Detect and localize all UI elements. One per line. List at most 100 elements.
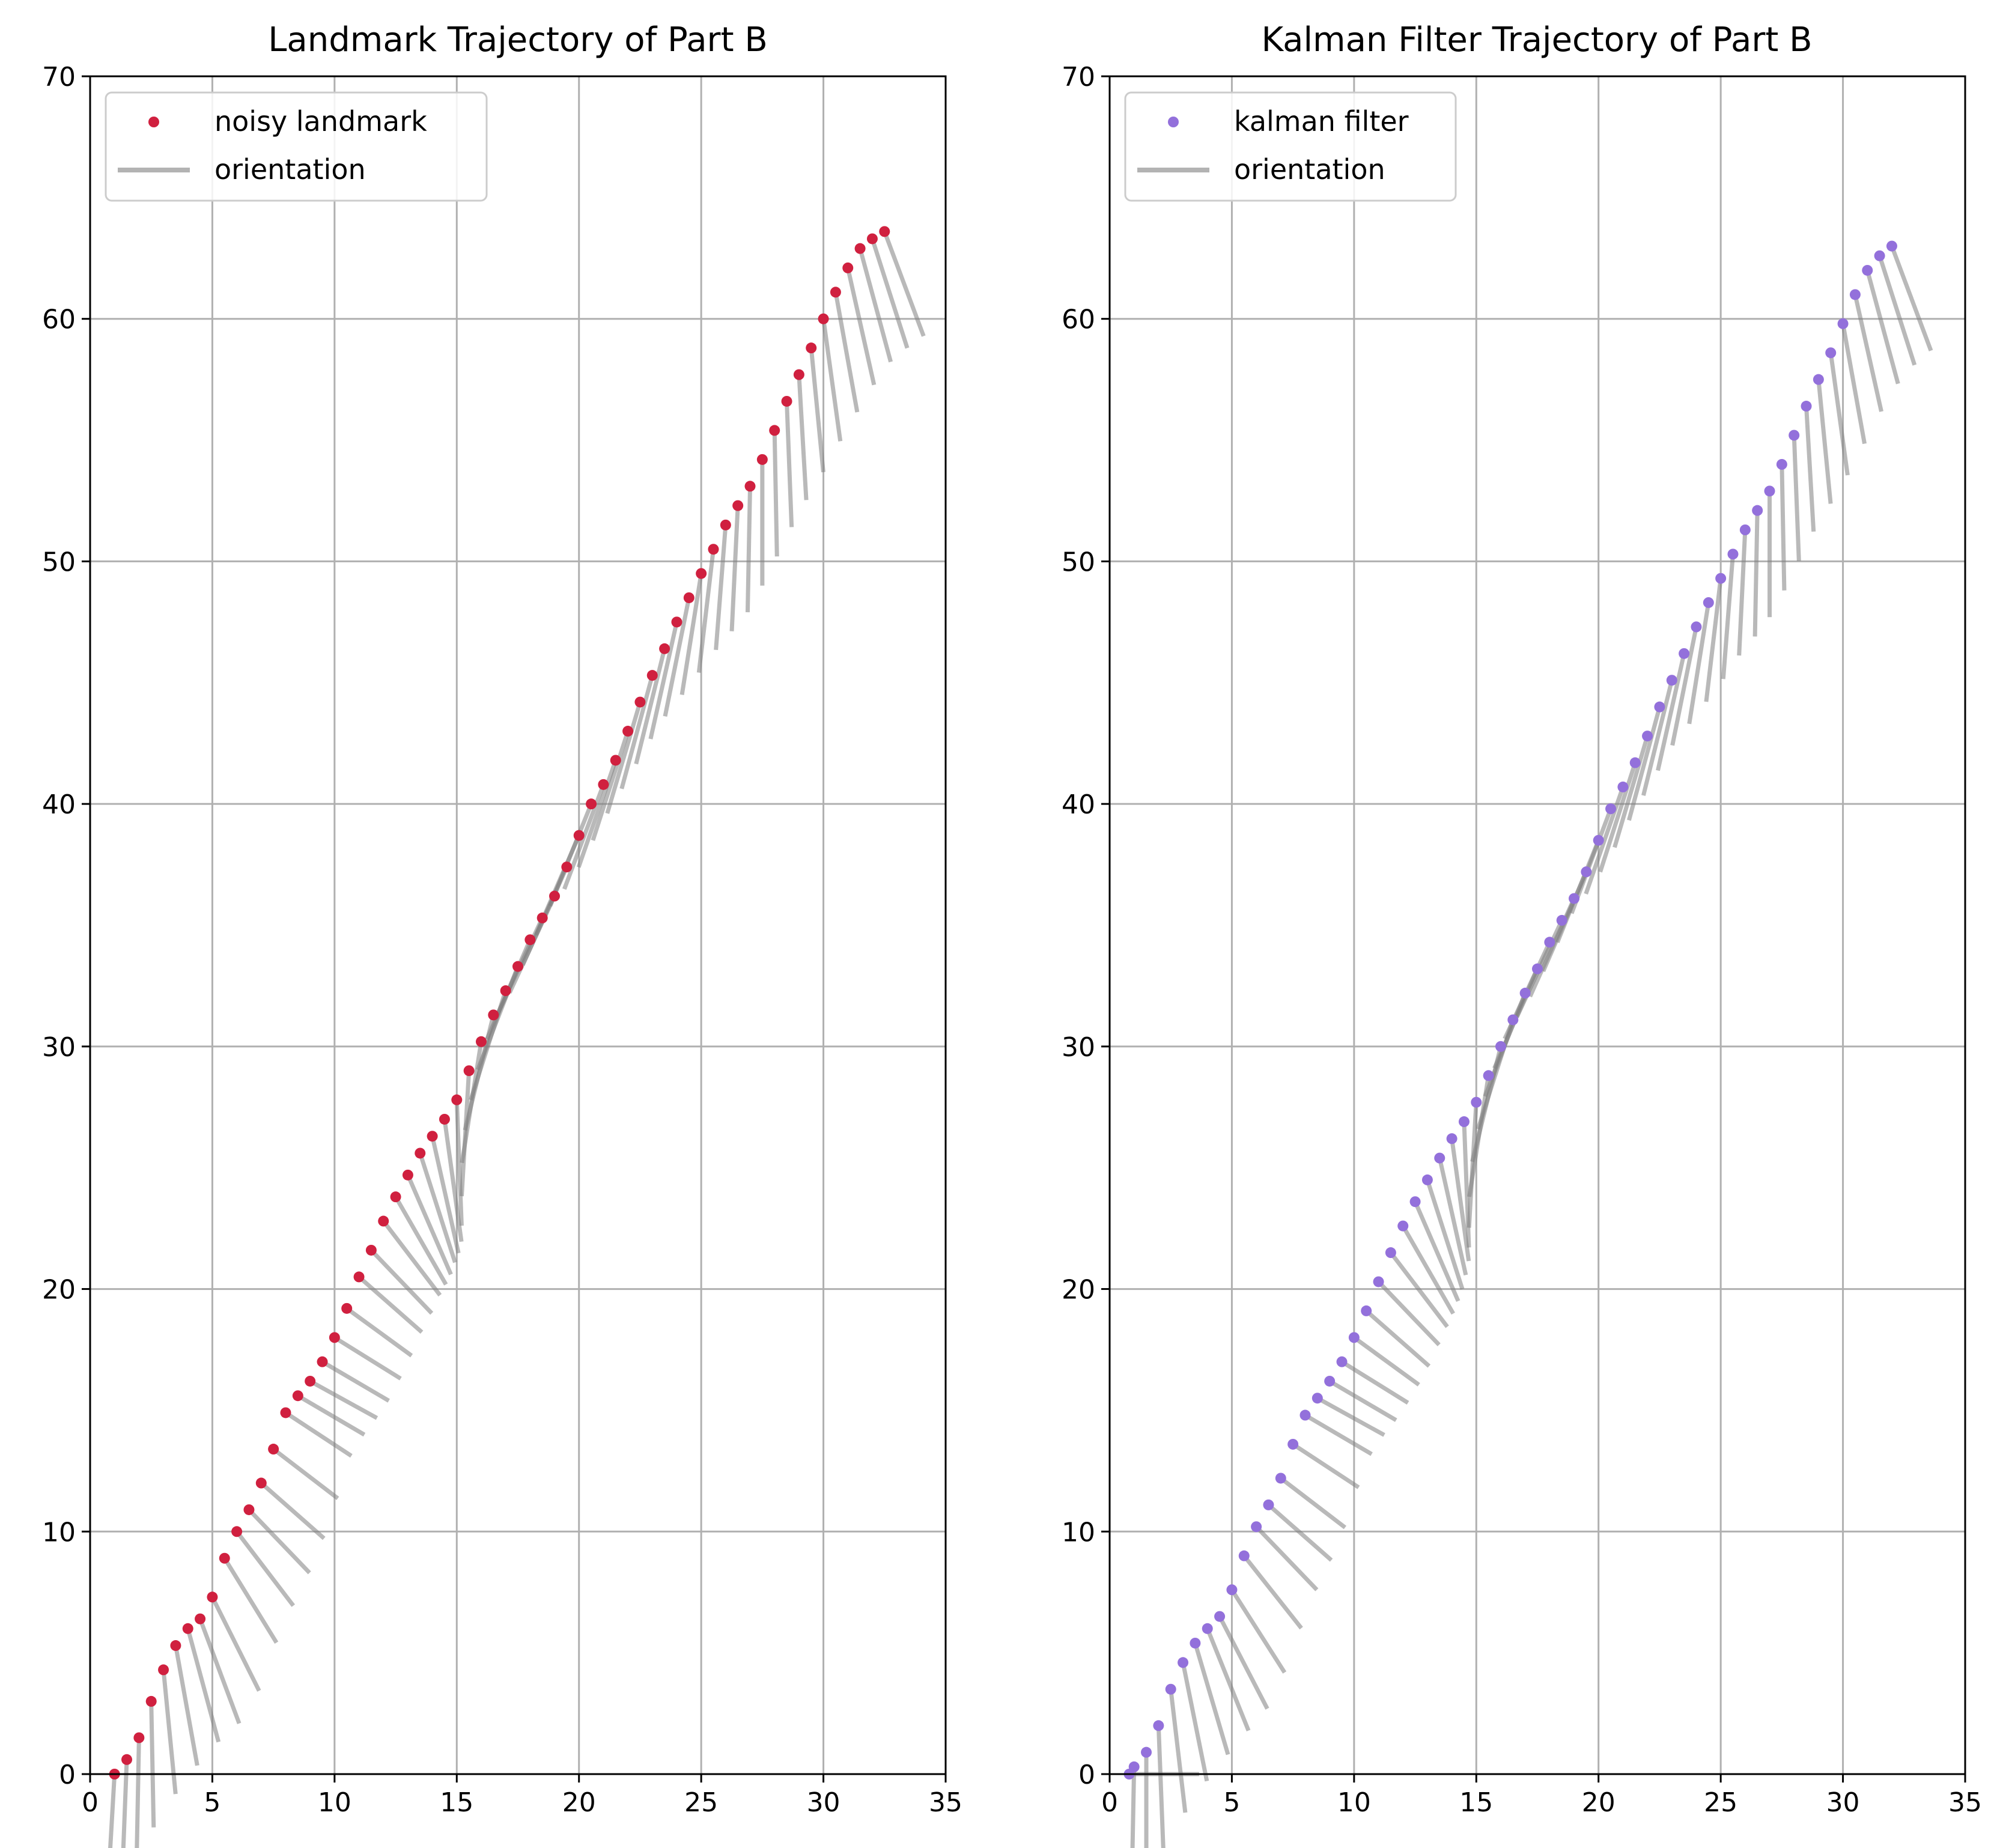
orientation-segment [1656, 653, 1686, 771]
orientation-segment [858, 248, 893, 363]
orientation-segment [284, 1411, 353, 1458]
orientation-segment [1853, 294, 1883, 412]
left-legend-box [105, 91, 488, 202]
trajectory-point [586, 798, 597, 810]
trajectory-point [402, 1169, 413, 1181]
right-chart-legend: kalman filter orientation [1124, 91, 1457, 202]
trajectory-point [659, 643, 670, 654]
orientation-segment [1413, 1200, 1461, 1302]
trajectory-point [243, 1504, 255, 1515]
trajectory-point [1421, 1174, 1433, 1185]
trajectory-point [1532, 963, 1543, 974]
x-tick-label: 5 [1223, 1787, 1240, 1818]
trajectory-point [1226, 1584, 1238, 1596]
right-chart-panel: Kalman Filter Trajectory of Part B 0 5 10 1… [1062, 20, 1982, 1848]
orientation-segment [1450, 1138, 1471, 1262]
trajectory-point [879, 226, 890, 237]
orientation-segment [1279, 1476, 1347, 1530]
trajectory-point [561, 862, 573, 873]
orientation-segment [1687, 602, 1711, 725]
x-tick-label: 0 [82, 1787, 99, 1818]
orientation-segment [870, 238, 910, 349]
orientation-segment [576, 759, 618, 868]
orientation-segment [1401, 1224, 1455, 1315]
trajectory-point [1813, 374, 1824, 385]
trajectory-point [353, 1271, 365, 1283]
orientation-segment [797, 374, 809, 500]
trajectory-point [1605, 803, 1617, 815]
right-chart-y-ticks: 0 10 20 30 40 50 60 70 [1062, 62, 1110, 1790]
trajectory-point [280, 1407, 291, 1418]
orientation-segment [1721, 554, 1735, 679]
orientation-segment [235, 1530, 296, 1607]
y-tick-label: 40 [42, 789, 76, 820]
orientation-segment [321, 1360, 390, 1403]
trajectory-point [1886, 240, 1897, 252]
y-tick-label: 10 [1062, 1517, 1095, 1548]
orientation-segment [210, 1596, 261, 1692]
trajectory-point [854, 243, 866, 254]
orientation-segment [1641, 679, 1674, 796]
left-legend-label-orientation: orientation [214, 153, 366, 186]
trajectory-point [1703, 597, 1714, 609]
trajectory-point [830, 287, 841, 298]
trajectory-point [781, 395, 792, 407]
trajectory-point [1434, 1152, 1445, 1164]
trajectory-point [317, 1356, 328, 1367]
y-tick-label: 30 [42, 1032, 76, 1063]
trajectory-point [646, 670, 658, 681]
trajectory-point [219, 1552, 230, 1564]
trajectory-point [1165, 1683, 1176, 1695]
orientation-segment [345, 1307, 413, 1358]
trajectory-point [305, 1375, 316, 1387]
trajectory-point [720, 519, 731, 530]
orientation-segment [679, 573, 704, 695]
trajectory-point [598, 779, 609, 790]
trajectory-point [207, 1591, 218, 1603]
orientation-segment [1292, 1442, 1360, 1489]
orientation-segment [222, 1557, 279, 1644]
trajectory-point [463, 1065, 475, 1077]
trajectory-point [121, 1754, 133, 1765]
trajectory-point [1202, 1623, 1213, 1634]
trajectory-point [415, 1147, 426, 1159]
x-tick-label: 30 [1826, 1787, 1860, 1818]
orientation-segment [1841, 323, 1867, 445]
trajectory-point [1764, 485, 1775, 497]
trajectory-point [634, 696, 646, 708]
trajectory-point [1141, 1746, 1152, 1758]
trajectory-point [1446, 1133, 1457, 1144]
trajectory-point [390, 1191, 401, 1203]
trajectory-point [1874, 250, 1885, 261]
trajectory-point [1752, 505, 1763, 516]
orientation-segment [121, 1759, 129, 1848]
trajectory-point [1287, 1438, 1299, 1450]
trajectory-point [1569, 893, 1580, 904]
right-legend-label-orientation: orientation [1234, 153, 1385, 186]
orientation-segment [430, 1135, 461, 1254]
trajectory-point [1238, 1550, 1250, 1561]
orientation-segment [418, 1152, 457, 1263]
trajectory-point [1544, 937, 1555, 948]
trajectory-point [1361, 1305, 1372, 1316]
orientation-segment [1316, 1396, 1385, 1437]
trajectory-point [1556, 914, 1567, 926]
orientation-segment [1584, 786, 1625, 895]
x-tick-label: 25 [684, 1787, 718, 1818]
orientation-segment [785, 401, 794, 527]
trajectory-point [732, 500, 744, 511]
trajectory-point [133, 1732, 145, 1743]
trajectory-point [1825, 347, 1837, 359]
x-tick-label: 5 [204, 1787, 220, 1818]
trajectory-point [1715, 573, 1727, 584]
right-chart-x-ticks: 0 5 10 15 20 25 30 35 [1101, 1774, 1982, 1818]
trajectory-point [1642, 731, 1653, 742]
orientation-segment [809, 347, 825, 473]
orientation-segment [772, 430, 779, 557]
trajectory-point [696, 568, 707, 579]
trajectory-point [500, 985, 511, 997]
orientation-segment [1816, 379, 1833, 504]
trajectory-point [1679, 648, 1690, 659]
y-tick-label: 20 [1062, 1275, 1095, 1305]
